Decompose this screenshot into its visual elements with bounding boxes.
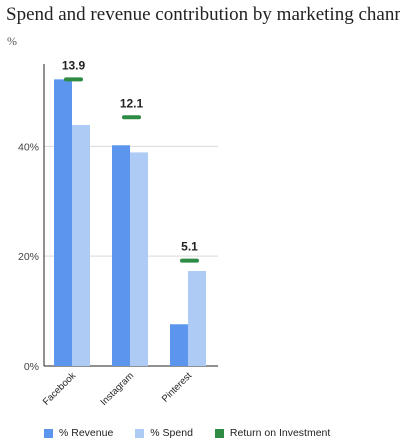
y-tick-label: 20%	[18, 251, 39, 263]
bar-spend	[72, 124, 90, 366]
roi-marker	[64, 77, 83, 82]
legend-item-spend[interactable]: % Spend	[135, 427, 193, 439]
bar-chart: 0% 20% 40% 13.9 Facebook 12.1 Instagram 5.1 Pint…	[18, 58, 218, 408]
x-tick-label: Facebook	[41, 370, 78, 407]
roi-data-label: 13.9	[62, 58, 86, 72]
legend-item-roi[interactable]: Return on Investment	[214, 427, 331, 439]
bar-revenue	[112, 145, 130, 366]
chart-subtitle: %	[7, 34, 17, 48]
legend-label-roi: Return on Investment	[229, 427, 331, 439]
chart-title: Spend and revenue contribution by market…	[6, 4, 400, 25]
bar-revenue	[54, 79, 72, 366]
y-tick-label: 0%	[24, 361, 39, 373]
bar-revenue	[170, 324, 188, 366]
legend-swatch-spend	[135, 428, 145, 438]
legend-label-spend: % Spend	[150, 427, 193, 439]
legend-swatch-revenue	[44, 428, 53, 438]
x-tick-label: Pinterest	[160, 370, 195, 405]
roi-data-label: 12.1	[120, 96, 144, 110]
legend-swatch-roi	[214, 428, 224, 438]
roi-marker	[122, 115, 141, 120]
y-tick-label: 40%	[18, 141, 39, 153]
x-tick-label: Instagram	[98, 370, 136, 408]
chart-legend: % Revenue % Spend Return on Investment	[44, 426, 352, 440]
roi-marker	[180, 258, 199, 263]
legend-label-revenue: % Revenue	[59, 427, 114, 439]
legend-item-revenue[interactable]: % Revenue	[44, 427, 113, 439]
bar-spend	[130, 152, 148, 366]
roi-data-label: 5.1	[181, 240, 198, 254]
bar-spend	[188, 271, 206, 366]
